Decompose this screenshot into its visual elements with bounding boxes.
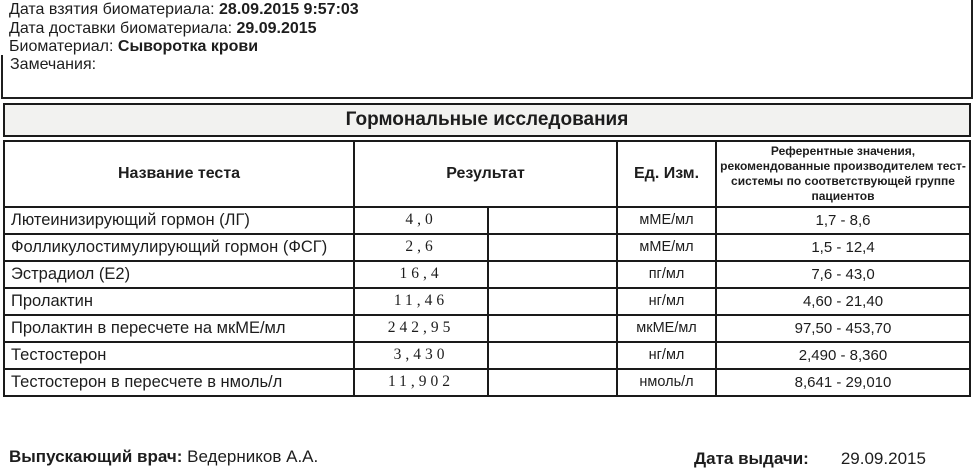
reference-range-cell: 1,7 - 8,6 (715, 205, 971, 235)
results-table-header: Название теста Результат Ед. Изм. Рефере… (3, 140, 971, 208)
reference-range-cell: 4,60 - 21,40 (715, 286, 971, 316)
result-flag-cell (486, 340, 619, 370)
unit-cell: мМЕ/мл (616, 232, 718, 262)
table-row: Тестостерон 3,430 нг/мл 2,490 - 8,360 (3, 340, 971, 370)
result-flag-cell (486, 286, 619, 316)
remarks-box: Замечания: (1, 55, 973, 99)
unit-cell: нмоль/л (616, 367, 718, 397)
col-header-reference: Референтные значения, рекомендованные пр… (715, 140, 971, 208)
test-name-cell: Тестостерон (3, 340, 355, 370)
results-table: Название теста Результат Ед. Изм. Рефере… (3, 140, 971, 397)
unit-cell: пг/мл (616, 259, 718, 289)
sample-delivered-value: 29.09.2015 (236, 19, 317, 37)
table-row: Тестостерон в пересчете в нмоль/л 11,902… (3, 367, 971, 397)
issue-date-label: Дата выдачи: (694, 449, 809, 468)
table-row: Пролактин 11,46 нг/мл 4,60 - 21,40 (3, 286, 971, 316)
biomaterial-label: Биоматериал: (9, 38, 114, 55)
sample-taken-value: 28.09.2015 9:57:03 (219, 1, 359, 18)
issuing-doctor-line: Выпускающий врач: Ведерников А.А. (9, 447, 318, 467)
col-header-unit: Ед. Изм. (616, 140, 718, 208)
result-value-cell: 11,902 (353, 367, 489, 397)
result-flag-cell (486, 232, 619, 262)
reference-range-cell: 7,6 - 43,0 (715, 259, 971, 289)
test-name-cell: Пролактин в пересчете на мкМЕ/мл (3, 313, 355, 343)
sample-delivered-line: Дата доставки биоматериала: 29.09.2015 (9, 20, 359, 39)
reference-range-cell: 1,5 - 12,4 (715, 232, 971, 262)
table-row: Фолликулостимулирующий гормон (ФСГ) 2,6 … (3, 232, 971, 262)
test-name-cell: Пролактин (3, 286, 355, 316)
col-header-test-name: Название теста (3, 140, 355, 208)
result-value-cell: 16,4 (353, 259, 489, 289)
col-header-result: Результат (352, 140, 619, 208)
result-flag-cell (486, 205, 619, 235)
issuing-doctor-label: Выпускающий врач: (9, 447, 183, 466)
biomaterial-value: Сыворотка крови (117, 38, 259, 55)
results-table-body: Лютеинизирующий гормон (ЛГ) 4,0 мМЕ/мл 1… (3, 205, 971, 397)
unit-cell: нг/мл (616, 340, 718, 370)
sample-delivered-label: Дата доставки биоматериала: (9, 19, 233, 37)
issuing-doctor-value: Ведерников А.А. (187, 447, 319, 466)
test-name-cell: Лютеинизирующий гормон (ЛГ) (3, 205, 355, 235)
sample-taken-line: Дата взятия биоматериала: 28.09.2015 9:5… (9, 1, 359, 20)
table-row: Эстрадиол (Е2) 16,4 пг/мл 7,6 - 43,0 (3, 259, 971, 289)
result-flag-cell (486, 367, 619, 397)
result-value-cell: 242,95 (353, 313, 489, 343)
result-value-cell: 11,46 (353, 286, 489, 316)
reference-range-cell: 97,50 - 453,70 (715, 313, 971, 343)
header-row: Название теста Результат Ед. Изм. Рефере… (3, 140, 971, 208)
issue-date-value: 29.09.2015 (840, 449, 926, 468)
result-value-cell: 2,6 (353, 232, 489, 262)
table-row: Лютеинизирующий гормон (ЛГ) 4,0 мМЕ/мл 1… (3, 205, 971, 235)
result-flag-cell (486, 259, 619, 289)
issue-date-line: Дата выдачи: 29.09.2015 (694, 449, 926, 469)
test-name-cell: Тестостерон в пересчете в нмоль/л (3, 367, 355, 397)
report-meta: Дата взятия биоматериала: 28.09.2015 9:5… (9, 1, 359, 57)
sample-taken-label: Дата взятия биоматериала: (9, 1, 215, 18)
test-name-cell: Фолликулостимулирующий гормон (ФСГ) (3, 232, 355, 262)
result-flag-cell (486, 313, 619, 343)
reference-range-cell: 8,641 - 29,010 (715, 367, 971, 397)
result-value-cell: 3,430 (353, 340, 489, 370)
unit-cell: мкМЕ/мл (616, 313, 718, 343)
biomaterial-line: Биоматериал: Сыворотка крови (9, 38, 359, 57)
section-title-bar: Гормональные исследования (3, 103, 971, 137)
test-name-cell: Эстрадиол (Е2) (3, 259, 355, 289)
page-border-right (971, 0, 973, 57)
result-value-cell: 4,0 (353, 205, 489, 235)
section-title: Гормональные исследования (345, 109, 629, 130)
remarks-label: Замечания: (10, 56, 97, 73)
table-row: Пролактин в пересчете на мкМЕ/мл 242,95 … (3, 313, 971, 343)
unit-cell: нг/мл (616, 286, 718, 316)
unit-cell: мМЕ/мл (616, 205, 718, 235)
reference-range-cell: 2,490 - 8,360 (715, 340, 971, 370)
